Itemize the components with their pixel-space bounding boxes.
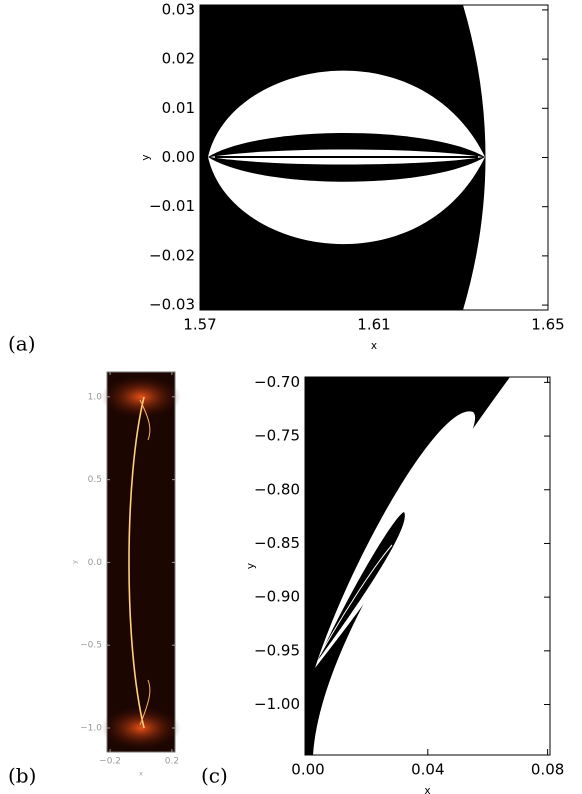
panel-a-image [200, 5, 548, 310]
x-tick-label: 1.57 [183, 316, 216, 334]
x-tick-label: 0.2 [165, 757, 179, 767]
panel-c-image [305, 377, 550, 755]
y-tick-label: 0.02 [162, 50, 195, 68]
y-tick-label: 0.0 [88, 558, 103, 568]
y-tick-label: 0.5 [88, 475, 102, 485]
x-tick-label: 1.65 [531, 316, 564, 334]
x-axis-label: x [371, 340, 377, 352]
y-tick-label: −0.80 [254, 480, 300, 498]
x-tick-label: −0.2 [99, 757, 121, 767]
x-tick-label: 0.04 [411, 761, 444, 779]
y-tick-label: −0.70 [254, 373, 300, 391]
y-tick-label: −0.90 [254, 588, 300, 606]
y-tick-label: −0.75 [254, 427, 300, 445]
y-tick-label: 0.01 [162, 99, 195, 117]
panel-label: (c) [201, 764, 228, 788]
x-tick-label: 0.08 [531, 761, 564, 779]
y-tick-label: −1.00 [254, 695, 300, 713]
y-axis-label: y [72, 560, 79, 564]
x-axis-label: x [424, 785, 430, 794]
y-tick-label: −0.5 [80, 641, 102, 651]
panel-label: (a) [8, 332, 36, 356]
x-tick-label: 0.00 [291, 761, 324, 779]
y-tick-label: −0.95 [254, 641, 300, 659]
y-axis-label: y [140, 154, 152, 160]
x-tick-label: 1.61 [357, 316, 390, 334]
y-tick-label: 1.0 [88, 392, 103, 402]
y-tick-label: −0.01 [149, 197, 195, 215]
x-axis-label: x [139, 771, 143, 778]
y-tick-label: 0.00 [162, 148, 195, 166]
y-tick-label: −0.03 [149, 296, 195, 314]
y-tick-label: −1.0 [80, 723, 102, 733]
y-tick-label: 0.03 [162, 0, 195, 18]
panel-b-image [101, 372, 181, 752]
y-axis-label: y [245, 563, 257, 569]
y-tick-label: −0.85 [254, 534, 300, 552]
y-tick-label: −0.02 [149, 246, 195, 264]
panel-label: (b) [8, 764, 36, 788]
